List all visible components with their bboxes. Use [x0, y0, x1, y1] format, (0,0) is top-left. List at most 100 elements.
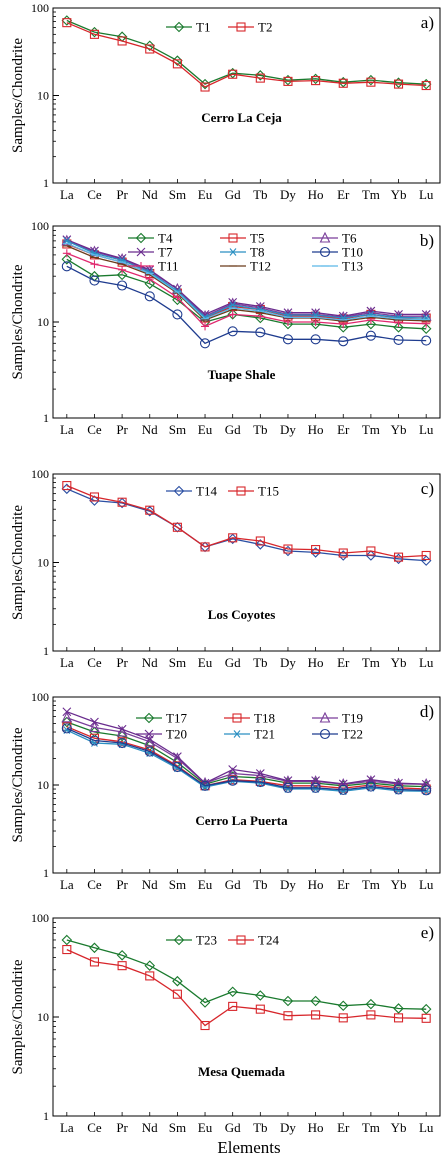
legend-label: T22 [342, 727, 363, 742]
data-point-t23 [144, 960, 156, 971]
data-point-t15 [283, 544, 293, 554]
x-tick-label-tb: Tb [253, 655, 267, 670]
plot-frame [52, 696, 441, 874]
series-t2 [62, 18, 431, 92]
x-tick-label-la: La [60, 1120, 74, 1135]
legend-label: T18 [254, 711, 275, 726]
data-point-t20 [173, 752, 182, 762]
data-point-t24 [393, 1013, 404, 1023]
x-tick-label-ho: Ho [308, 655, 324, 670]
x-tick-label-gd: Gd [225, 1120, 241, 1135]
data-point-t4 [227, 309, 238, 320]
data-point-t21 [422, 787, 431, 796]
x-tick-label-sm: Sm [169, 655, 186, 670]
data-point-t23 [337, 1000, 349, 1011]
data-point-t4 [365, 318, 377, 330]
legend-marker [236, 22, 246, 32]
data-point-t24 [283, 1011, 293, 1021]
series-t10 [61, 261, 432, 349]
x-tick-label-yb: Yb [391, 187, 407, 202]
x-tick-label-gd: Gd [225, 655, 241, 670]
data-point-t22 [421, 785, 432, 796]
legend-marker [173, 934, 185, 946]
x-tick-label-ce: Ce [87, 422, 102, 437]
data-point-t7 [338, 311, 348, 321]
legend-item-t1: T1 [166, 20, 210, 35]
data-point-t1 [282, 74, 294, 86]
y-tick-label: 10 [37, 89, 49, 103]
x-tick-label-gd: Gd [225, 187, 241, 202]
y-tick-label: 1 [43, 1109, 49, 1123]
x-tick-label-gd: Gd [225, 422, 241, 437]
x-tick-label-ce: Ce [87, 1120, 102, 1135]
legend-item-t6: T6 [312, 231, 357, 246]
panel-annotation: Mesa Quemada [198, 1064, 286, 1079]
data-point-t11 [145, 275, 154, 284]
data-point-t1 [227, 67, 238, 79]
x-tick-label-nd: Nd [142, 187, 158, 202]
x-tick-label-nd: Nd [142, 1120, 158, 1135]
panel-annotation: Cerro La Puerta [195, 813, 288, 828]
panel-letter: c) [421, 479, 434, 498]
chart-panel-1: 1 10 100 La Ce Pr Nd Sm Eu Gd Tb Dy Ho Er Tm Yb Lu Sample… [10, 1, 441, 202]
series-t22 [61, 723, 432, 796]
data-point-t22 [393, 784, 404, 795]
series-t11 [62, 249, 431, 331]
data-point-t2 [117, 36, 127, 46]
legend-marker [232, 713, 242, 723]
legend: T17 T18 T19 T20 T21 T22 [136, 711, 363, 742]
legend-marker [173, 485, 185, 497]
data-point-t7 [366, 306, 376, 316]
legend-label: T1 [196, 20, 210, 35]
x-tick-label-lu: Lu [419, 655, 434, 670]
data-point-t15 [228, 533, 238, 543]
legend-label: T11 [158, 259, 178, 274]
data-point-t1 [393, 77, 404, 88]
y-axis-label: Samples/Chondrite [10, 264, 26, 379]
series-line-t11 [66, 252, 427, 328]
data-point-t15 [255, 536, 265, 546]
series-t13 [62, 242, 431, 321]
legend-label: T23 [196, 933, 217, 948]
data-point-t2 [228, 69, 238, 79]
legend-item-t13: T13 [312, 259, 363, 274]
data-point-t2 [62, 18, 72, 28]
legend-label: T19 [342, 711, 363, 726]
x-tick-label-pr: Pr [116, 422, 128, 437]
legend-marker [135, 232, 147, 244]
x-axis-label: Elements [217, 1138, 280, 1157]
data-point-t23 [227, 986, 238, 998]
data-point-t24 [421, 1013, 431, 1023]
series-line-t24 [66, 949, 427, 1027]
x-tick-label-sm: Sm [169, 877, 186, 892]
legend-item-t17: T17 [136, 711, 187, 726]
data-point-t20 [228, 765, 238, 774]
data-point-t23 [365, 998, 377, 1010]
data-point-t1 [337, 76, 349, 88]
legend-item-t12: T12 [220, 259, 271, 274]
data-point-t24 [145, 971, 155, 981]
data-point-t11 [173, 293, 182, 302]
data-point-t22 [117, 737, 128, 749]
data-point-t19 [227, 767, 239, 779]
series-t24 [62, 945, 431, 1031]
data-point-t2 [421, 80, 431, 91]
data-point-t11 [90, 260, 99, 269]
data-point-t23 [420, 1003, 432, 1015]
y-tick-label: 1 [43, 866, 49, 880]
legend-item-t7: T7 [128, 245, 173, 260]
data-point-t15 [200, 542, 210, 552]
panel-annotation: Los Coyotes [208, 607, 276, 622]
legend-item-t15: T15 [228, 484, 279, 499]
data-point-t19 [61, 711, 73, 723]
data-point-t21 [366, 783, 375, 792]
legend-item-t4: T4 [128, 231, 173, 246]
chart-panel-5: 1 10 100 La Ce Pr Nd Sm Eu Gd Tb Dy Ho Er Tm Yb Lu Sample… [10, 911, 441, 1135]
legend-marker [173, 21, 185, 33]
x-tick-label-er: Er [337, 655, 350, 670]
legend-label: T17 [166, 711, 187, 726]
x-tick-label-nd: Nd [142, 422, 158, 437]
data-point-t22 [255, 777, 266, 788]
x-tick-label-ce: Ce [87, 877, 102, 892]
data-point-t15 [89, 492, 100, 502]
